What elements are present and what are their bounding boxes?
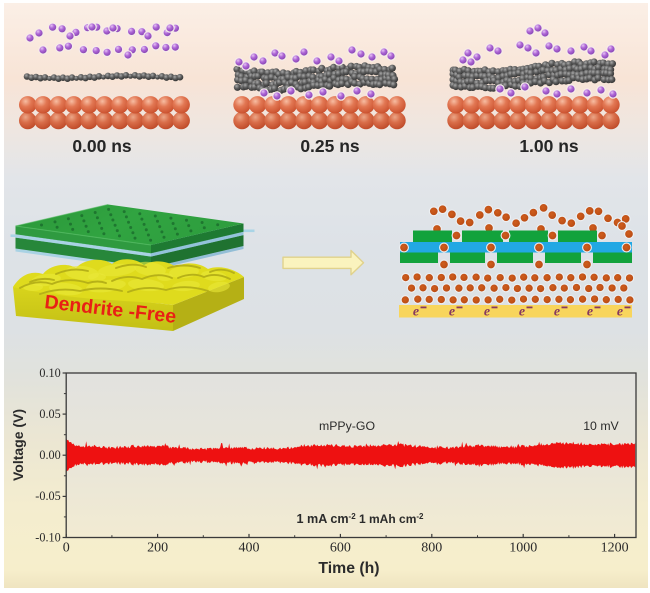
svg-text:200: 200 <box>147 541 168 556</box>
svg-text:0.10: 0.10 <box>39 366 60 380</box>
svg-text:0.05: 0.05 <box>39 407 60 421</box>
svg-text:0: 0 <box>63 541 70 556</box>
svg-text:e: e <box>554 305 560 320</box>
svg-text:1.00 ns: 1.00 ns <box>519 136 579 156</box>
svg-text:e: e <box>617 305 623 320</box>
svg-text:e: e <box>449 305 455 320</box>
svg-text:e: e <box>484 305 490 320</box>
svg-text:10 mV: 10 mV <box>583 419 619 433</box>
svg-text:600: 600 <box>330 541 351 556</box>
svg-text:-0.05: -0.05 <box>35 489 60 503</box>
svg-text:e: e <box>519 305 525 320</box>
svg-text:0.00 ns: 0.00 ns <box>72 136 132 156</box>
svg-text:Time (h): Time (h) <box>318 560 379 577</box>
svg-text:1200: 1200 <box>601 541 629 556</box>
svg-text:mPPy-GO: mPPy-GO <box>319 419 375 433</box>
svg-text:e: e <box>413 305 419 320</box>
svg-text:-0.10: -0.10 <box>35 530 60 544</box>
svg-text:0.00: 0.00 <box>39 448 60 462</box>
svg-text:1000: 1000 <box>509 541 537 556</box>
svg-text:800: 800 <box>421 541 442 556</box>
svg-text:400: 400 <box>239 541 260 556</box>
svg-text:0.25 ns: 0.25 ns <box>300 136 360 156</box>
svg-text:e: e <box>587 305 593 320</box>
svg-text:1 mA cm-2 1 mAh cm-2: 1 mA cm-2 1 mAh cm-2 <box>297 512 425 526</box>
svg-text:Voltage (V): Voltage (V) <box>10 409 26 481</box>
